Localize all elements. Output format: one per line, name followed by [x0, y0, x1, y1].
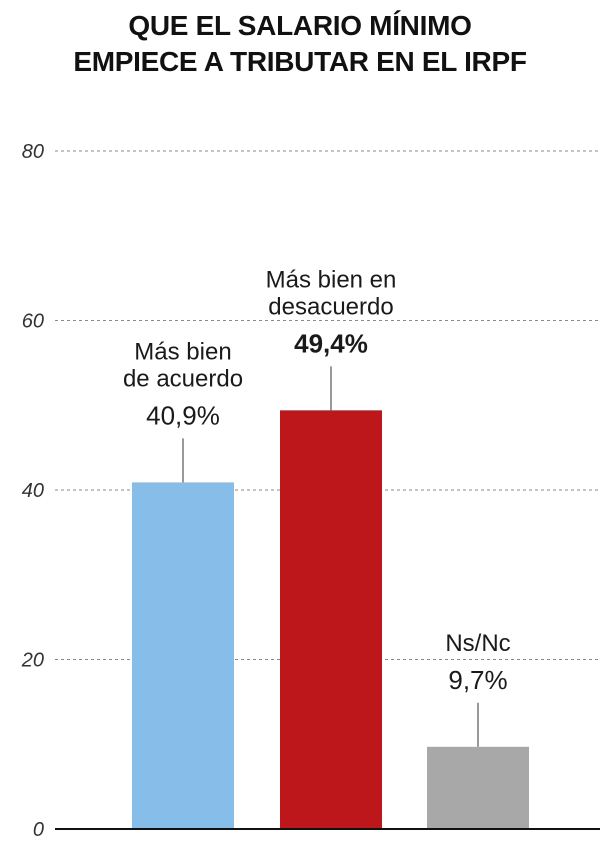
y-tick-label-80: 80	[22, 141, 44, 163]
value-label-3: 9,7%	[448, 665, 507, 695]
bar-3	[427, 746, 529, 829]
bar-2	[280, 410, 382, 829]
category-label-2-line-2: desacuerdo	[268, 293, 393, 320]
bar-1	[132, 482, 234, 829]
bar-layer	[132, 366, 529, 829]
y-tick-label-40: 40	[22, 480, 44, 502]
category-label-1-line-2: de acuerdo	[123, 365, 243, 392]
y-tick-label-0: 0	[33, 819, 44, 841]
value-label-2: 49,4%	[294, 328, 368, 358]
chart-title: QUE EL SALARIO MÍNIMO EMPIECE A TRIBUTAR…	[0, 8, 600, 80]
category-label-1-line-1: Más bien	[134, 338, 231, 365]
category-label-2-line-1: Más bien en	[266, 266, 397, 293]
category-label-3-line-1: Ns/Nc	[445, 630, 510, 657]
value-label-1: 40,9%	[146, 400, 220, 430]
y-tick-label-20: 20	[21, 650, 44, 672]
y-tick-label-60: 60	[22, 311, 44, 333]
chart-title-line-1: QUE EL SALARIO MÍNIMO	[128, 10, 472, 41]
chart-title-line-2: EMPIECE A TRIBUTAR EN EL IRPF	[73, 46, 527, 77]
